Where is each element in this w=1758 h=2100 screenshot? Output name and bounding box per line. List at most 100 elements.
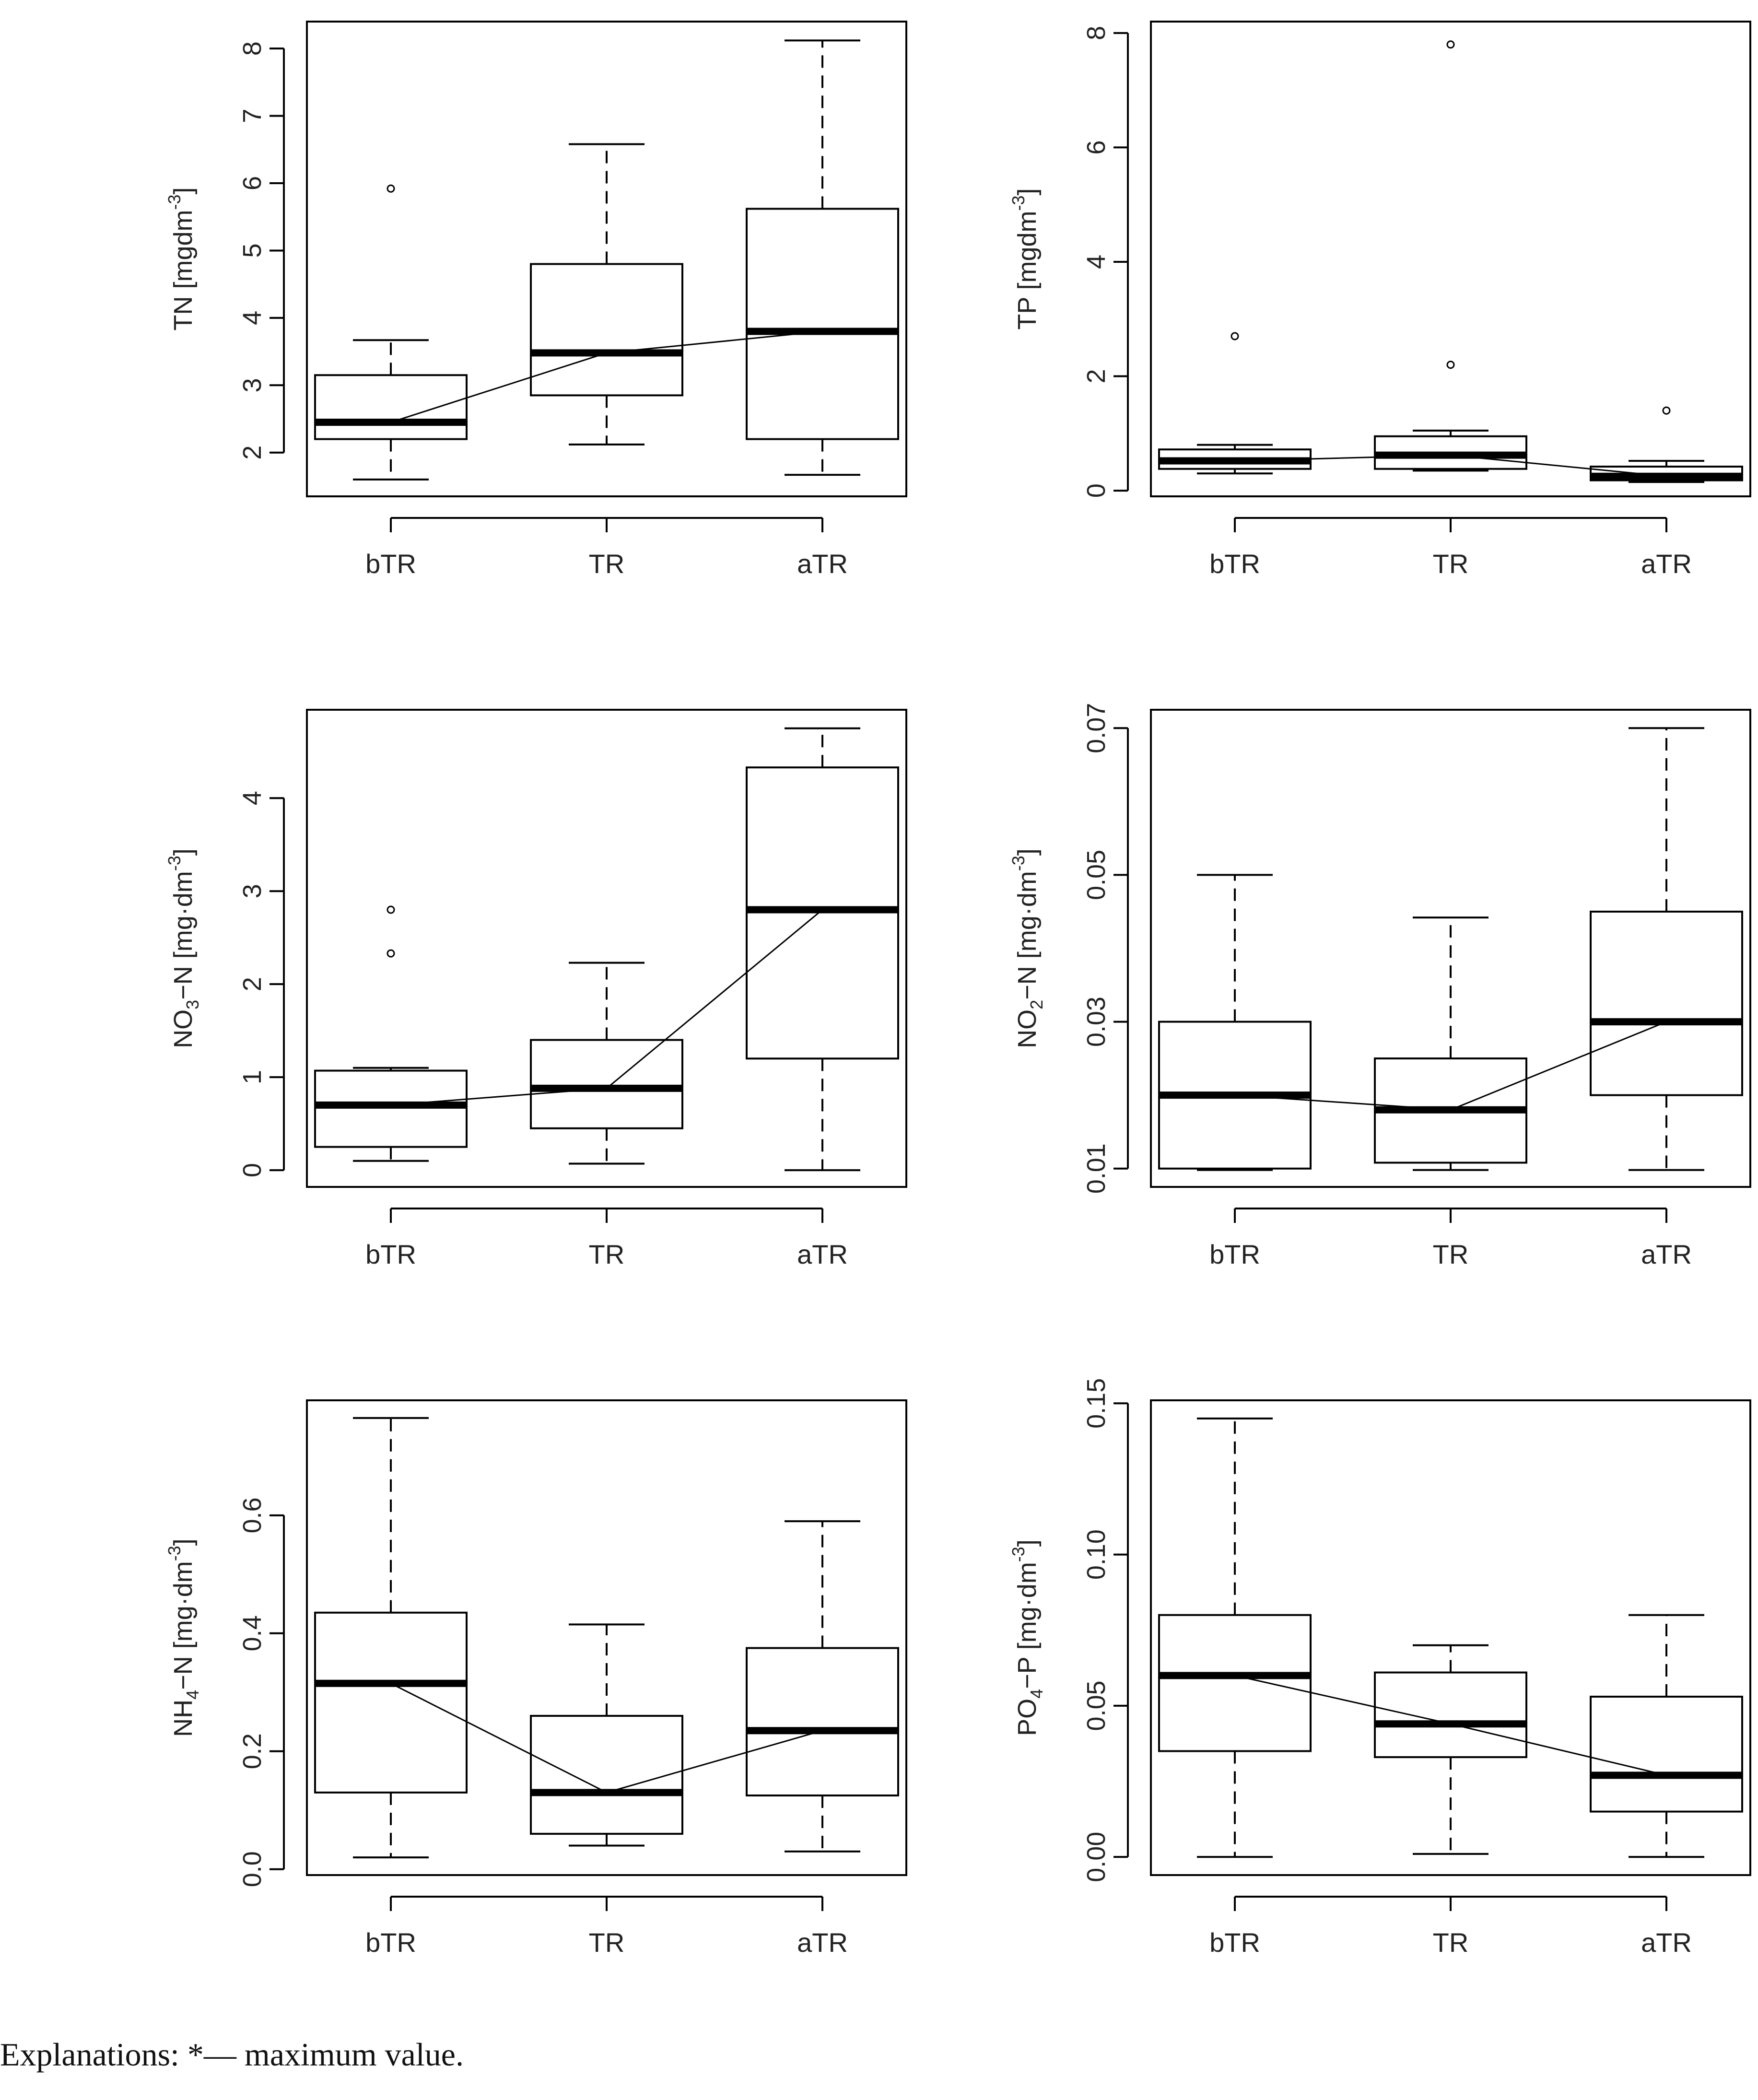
median-trend-line [390,909,823,1106]
boxplot-panel-6: 0.00 0.05 0.10 0.15 PO4−P [mg·dm-3] bTR TR aTR [1008,1378,1751,1958]
median-trend-line [1234,1021,1667,1111]
y-tick-label: 0 [238,1163,267,1177]
box-atr [746,1520,899,1853]
y-axis-label: TP [mgdm-3] [1008,188,1042,329]
x-tick-label-tr: TR [589,549,625,579]
y-tick-label: 2 [1082,369,1111,383]
y-axis-label: NO2−N [mg·dm-3] [1008,848,1046,1048]
y-axis: 2 3 4 5 6 7 8 TN [mgdm-3] [164,41,285,460]
x-axis: bTR TR aTR [365,517,848,579]
y-axis: 0 2 4 6 8 TP [mgdm-3] [1008,26,1129,498]
y-tick-label: 4 [238,311,267,325]
y-tick-label: 0.6 [238,1497,267,1533]
x-tick-label-atr: aTR [1641,1927,1692,1958]
box-atr [746,727,899,1172]
box-tr [530,962,683,1165]
iqr-box [314,374,468,440]
x-tick-label-tr: TR [1433,1927,1469,1958]
y-axis: 0.01 0.03 0.05 0.07 NO2−N [mg·dm-3] [1008,703,1129,1194]
x-tick-label-btr: bTR [1209,549,1260,579]
box-atr [746,39,899,476]
y-tick-label: 0.03 [1082,997,1111,1047]
x-axis: bTR TR aTR [1209,517,1692,579]
boxplot-panel-4: 0.01 0.03 0.05 0.07 NO2−N [mg·dm-3] bTR TR aTR [1008,703,1751,1269]
y-tick-label: 2 [238,446,267,460]
y-tick-label: 5 [238,243,267,258]
x-axis: bTR TR aTR [1209,1896,1692,1958]
y-tick-label: 6 [1082,140,1111,154]
boxplot-panel-5: 0.0 0.2 0.4 0.6 NH4−N [mg·dm-3] bTR TR aTR [164,1399,907,1958]
y-tick-label: 0.15 [1082,1378,1111,1429]
y-axis-label: PO4−P [mg·dm-3] [1008,1539,1046,1736]
boxplot-panel-1: 2 3 4 5 6 7 8 TN [mgdm-3] bTR TR aTR [164,21,907,579]
y-tick-label: 4 [1082,255,1111,269]
y-axis: 0.0 0.2 0.4 0.6 NH4−N [mg·dm-3] [164,1497,285,1887]
boxplot-panel-2: 0 2 4 6 8 TP [mgdm-3] bTR TR aTR [1008,21,1751,579]
x-tick-label-atr: aTR [797,1927,848,1958]
y-tick-label: 0.07 [1082,703,1111,753]
y-tick-label: 8 [1082,26,1111,40]
x-tick-label-atr: aTR [797,1239,848,1269]
y-tick-label: 0.10 [1082,1529,1111,1580]
y-tick-label: 3 [238,884,267,898]
x-tick-label-atr: aTR [797,549,848,579]
plot-frame [306,709,907,1188]
median-trend-line [390,1682,823,1794]
x-tick-label-tr: TR [1433,549,1469,579]
y-axis-label: NO3−N [mg·dm-3] [164,848,202,1048]
plot-frame [306,21,907,497]
outlier-point [387,184,395,193]
y-axis: 0 1 2 3 4 NO3−N [mg·dm-3] [164,791,285,1177]
box-btr [1158,1417,1312,1858]
iqr-box [1590,1695,1743,1813]
x-tick-label-tr: TR [589,1927,625,1958]
box-tr [1374,916,1527,1171]
box-atr [1590,1614,1743,1858]
y-axis-label: TN [mgdm-3] [164,187,198,330]
x-tick-label-atr: aTR [1641,549,1692,579]
x-tick-label-btr: bTR [1209,1239,1260,1269]
iqr-box [530,1039,683,1129]
y-tick-label: 4 [238,791,267,805]
y-tick-label: 0.05 [1082,1680,1111,1731]
y-tick-label: 0.01 [1082,1143,1111,1194]
box-btr [1158,874,1312,1171]
figure-caption: Explanations: *— maximum value. [0,2036,464,2073]
outlier-point [387,949,395,958]
x-tick-label-tr: TR [1433,1239,1469,1269]
y-tick-label: 0.4 [238,1615,267,1651]
x-axis: bTR TR aTR [365,1208,848,1269]
outlier-point [1446,40,1455,49]
x-axis: bTR TR aTR [1209,1208,1692,1269]
iqr-box [314,1069,468,1148]
iqr-box [1374,1671,1527,1759]
x-axis: bTR TR aTR [365,1896,848,1958]
y-tick-label: 2 [238,977,267,991]
box-btr [314,184,468,481]
box-tr [1374,1644,1527,1855]
iqr-box [314,1611,468,1794]
box-atr [1590,727,1743,1171]
y-tick-label: 3 [238,378,267,392]
x-tick-label-btr: bTR [1209,1927,1260,1958]
y-tick-label: 6 [238,176,267,190]
median-trend-line [1234,1675,1667,1776]
box-tr [1374,40,1527,472]
plot-frame [1150,21,1751,497]
iqr-box [1590,910,1743,1096]
plot-frame [306,1399,907,1876]
plot-frame [1150,1399,1751,1876]
box-btr [314,905,468,1162]
median-trend-line [390,330,823,423]
box-tr [530,1623,683,1847]
iqr-box [530,1714,683,1835]
y-axis: 0.00 0.05 0.10 0.15 PO4−P [mg·dm-3] [1008,1378,1129,1882]
iqr-box [746,1647,899,1796]
plot-frame [1150,709,1751,1188]
box-btr [314,1417,468,1859]
y-tick-label: 0.2 [238,1733,267,1769]
y-tick-label: 8 [238,41,267,56]
box-btr [1158,332,1312,475]
median-trend-line [1234,454,1667,477]
